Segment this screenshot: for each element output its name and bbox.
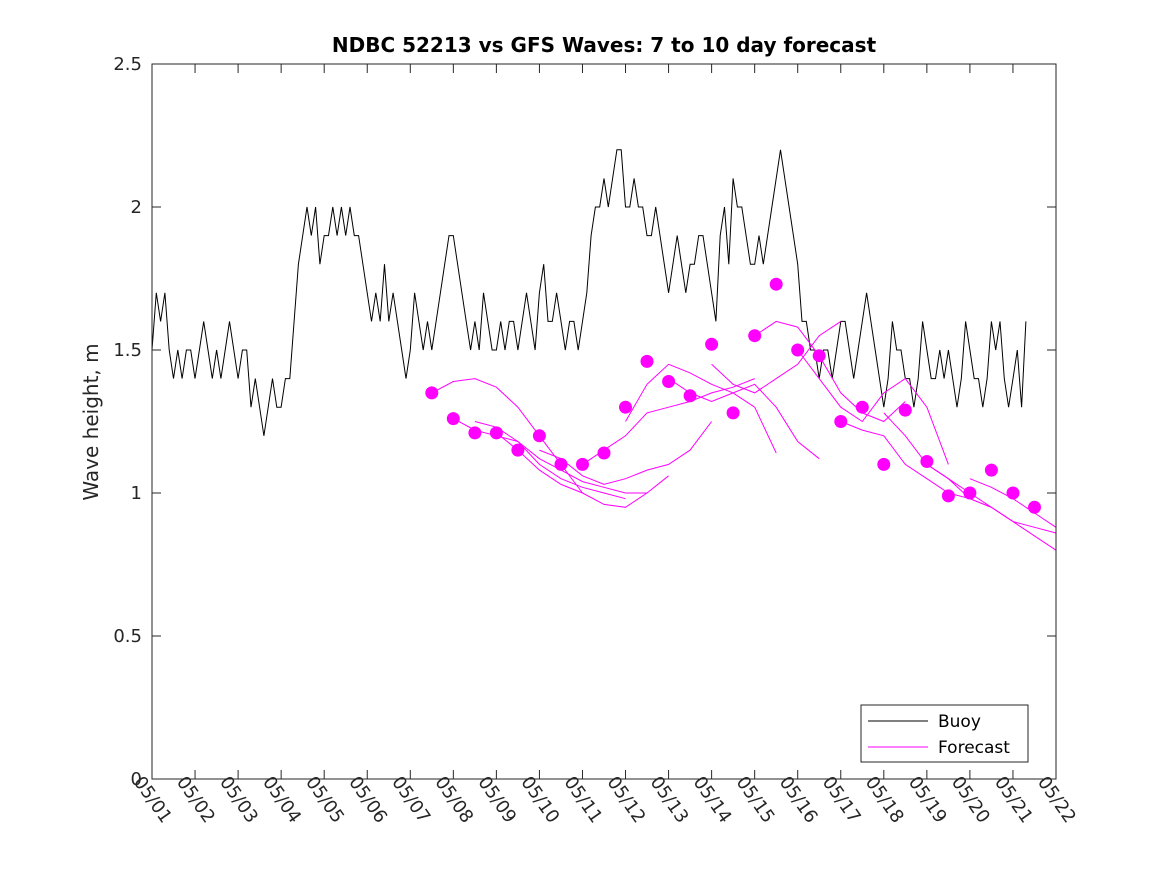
y-tick-labels: 0 0.5 1 1.5 2 2.5 — [113, 54, 142, 790]
plot-frame — [151, 63, 1057, 780]
forecast-point — [1028, 500, 1041, 514]
forecast-line — [754, 320, 906, 423]
forecast-point — [511, 443, 525, 457]
y-tick-label: 2 — [131, 197, 142, 218]
forecast-line — [797, 349, 949, 465]
y-axis-label: Wave height, m — [79, 343, 103, 500]
forecast-line — [453, 418, 626, 500]
forecast-point — [619, 400, 632, 414]
forecast-point — [769, 277, 783, 291]
forecast-point — [468, 426, 482, 440]
forecast-point — [662, 375, 676, 388]
forecast-point — [597, 446, 611, 460]
forecast-point — [791, 343, 805, 357]
forecast-point — [812, 349, 826, 363]
forecast-point — [683, 389, 697, 403]
forecast-line — [496, 432, 669, 508]
forecast-point — [920, 455, 934, 468]
forecast-point — [963, 486, 977, 500]
legend: Buoy Forecast — [860, 704, 1029, 763]
forecast-series-lines — [431, 320, 1057, 551]
legend-buoy-label: Buoy — [938, 712, 981, 732]
forecast-line — [582, 378, 755, 465]
y-tick-label: 0.5 — [113, 626, 142, 647]
forecast-point — [1006, 486, 1020, 500]
forecast-point — [446, 412, 460, 426]
legend-box — [860, 704, 1029, 763]
forecast-point — [898, 403, 912, 417]
y-tick-label: 0 — [131, 769, 142, 790]
forecast-point — [705, 337, 719, 351]
forecast-point — [425, 386, 439, 400]
forecast-point — [984, 463, 998, 477]
y-tick-label: 2.5 — [113, 54, 142, 75]
plot-area — [152, 64, 1056, 779]
forecast-point — [576, 457, 589, 471]
forecast-line — [539, 421, 712, 485]
forecast-point — [877, 457, 891, 471]
forecast-series-points — [425, 277, 1041, 514]
forecast-point — [554, 457, 568, 471]
forecast-point — [532, 429, 546, 443]
forecast-line — [625, 363, 777, 454]
forecast-line — [711, 320, 842, 394]
chart-title: NDBC 52213 vs GFS Waves: 7 to 10 day for… — [332, 33, 877, 57]
y-tick-label: 1.5 — [113, 340, 142, 361]
forecast-point — [640, 354, 654, 368]
buoy-series — [151, 149, 1027, 436]
buoy-line — [151, 149, 1027, 436]
forecast-point — [834, 415, 848, 428]
forecast-point — [855, 400, 869, 414]
forecast-point — [489, 426, 503, 440]
forecast-point — [941, 489, 955, 503]
forecast-line — [926, 463, 1057, 551]
legend-forecast-label: Forecast — [938, 738, 1010, 758]
forecast-point — [748, 329, 762, 343]
forecast-point — [726, 406, 740, 420]
y-tick-label: 1 — [131, 483, 142, 504]
